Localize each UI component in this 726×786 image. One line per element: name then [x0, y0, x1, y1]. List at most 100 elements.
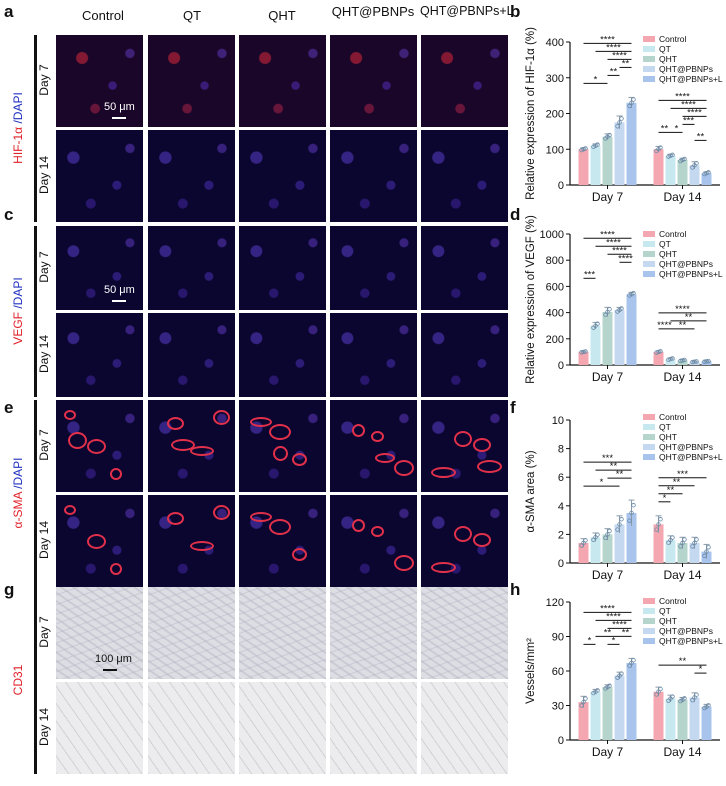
vessel-ring: [431, 562, 456, 573]
micrograph-asma-day14-col0: [56, 495, 143, 587]
legend-swatch-h: [643, 608, 655, 614]
panel-label-d: d: [510, 205, 521, 224]
bar-h-0-0: [578, 702, 589, 740]
legend-label-d: QHT@PBNPs+L: [659, 269, 723, 279]
vessel-ring: [371, 431, 384, 442]
micrograph-asma-day7-col1: [148, 400, 235, 492]
y-tick-label-b: 300: [546, 73, 564, 85]
bar-d-1-1: [665, 359, 676, 365]
bar-b-3-1: [689, 165, 700, 185]
significance-label-b: *: [675, 123, 679, 134]
significance-label-b: **: [622, 58, 630, 69]
y-tick-label-f: 8: [558, 444, 564, 456]
data-point-b: [631, 97, 636, 102]
y-axis-label-h: Vessels/mm²: [525, 638, 537, 704]
micrograph-vegf-day14-col1: [148, 313, 235, 397]
bar-f-0-0: [578, 542, 589, 563]
significance-label-b: *: [594, 74, 598, 85]
data-point-d: [694, 359, 699, 364]
data-point-f: [656, 522, 661, 527]
legend-swatch-f: [643, 444, 655, 450]
y-tick-label-h: 120: [546, 597, 564, 609]
data-point-d: [656, 349, 661, 355]
legend-label-d: QHT@PBNPs: [659, 259, 713, 269]
micrograph-cd31-day14-col0: [56, 682, 143, 774]
data-point-b: [617, 120, 622, 125]
vessel-ring: [171, 439, 195, 451]
micrograph-asma-day7-col3: [330, 400, 417, 492]
vessel-ring: [477, 460, 502, 473]
micrograph-hif1a-day7-col4: [421, 35, 508, 127]
significance-label-d: ****: [618, 253, 633, 264]
data-point-b: [668, 153, 673, 158]
significance-label-f: *: [663, 493, 667, 504]
micrograph-asma-day14-col2: [239, 495, 326, 587]
data-point-h: [619, 671, 624, 676]
data-point-h: [706, 703, 711, 708]
vessel-ring: [431, 467, 456, 478]
significance-label-d: **: [685, 312, 693, 323]
significance-label-d: ****: [657, 320, 672, 331]
vessel-ring: [375, 453, 395, 463]
significance-label-d: ****: [600, 229, 615, 240]
bar-h-2-1: [677, 699, 688, 740]
significance-label-h: **: [622, 627, 630, 638]
significance-label-b: ****: [675, 91, 690, 102]
column-header-control: Control: [82, 8, 124, 23]
bar-b-4-0: [626, 102, 637, 185]
y-axis-label-d: Relative expression of VEGF (%): [525, 215, 537, 384]
vessel-ring: [68, 432, 87, 449]
data-point-b: [702, 171, 707, 177]
vessel-ring: [213, 410, 230, 425]
significance-label-b: ****: [612, 50, 627, 61]
data-point-b: [619, 116, 624, 121]
vessel-ring: [87, 439, 106, 454]
y-tick-label-h: 30: [552, 701, 564, 713]
data-point-b: [670, 152, 675, 158]
scale-bar-hif1a: [112, 117, 126, 119]
significance-label-b: **: [661, 123, 669, 134]
vessel-ring: [473, 533, 491, 547]
significance-label-b: ****: [681, 99, 696, 110]
micrograph-cd31-day14-col4: [421, 682, 508, 774]
vessel-ring: [167, 417, 184, 430]
data-point-f: [603, 535, 608, 541]
significance-label-d: **: [679, 320, 687, 331]
x-tick-label-h: Day 7: [592, 745, 624, 759]
data-point-d: [583, 349, 588, 354]
column-header-qht-pbnps-l: QHT@PBNPs+L: [420, 4, 514, 18]
data-point-d: [619, 306, 624, 311]
bar-d-0-1: [653, 351, 664, 365]
data-point-f: [690, 544, 695, 549]
micrograph-vegf-day14-col3: [330, 313, 417, 397]
data-point-d: [595, 321, 600, 326]
legend-label-d: Control: [659, 229, 687, 239]
vessel-ring: [473, 438, 491, 452]
data-point-d: [682, 357, 687, 363]
data-point-b: [607, 132, 612, 138]
data-point-h: [629, 660, 634, 666]
data-point-d: [605, 309, 610, 315]
micrograph-hif1a-day14-col2: [239, 130, 326, 222]
significance-label-h: ****: [600, 603, 615, 614]
legend-label-h: QHT@PBNPs: [659, 626, 713, 636]
data-point-h: [690, 698, 695, 703]
y-tick-label-f: 2: [558, 529, 564, 541]
micrograph-vegf-day7-col1: [148, 226, 235, 310]
y-tick-label-f: 6: [558, 472, 564, 484]
legend-swatch-b: [643, 76, 655, 82]
micrograph-hif1a-day7-col1: [148, 35, 235, 127]
data-point-b: [615, 124, 620, 129]
data-point-f: [617, 522, 622, 527]
significance-label-h: **: [604, 627, 612, 638]
y-tick-label-b: 100: [546, 144, 564, 156]
data-point-b: [627, 103, 632, 109]
legend-label-h: QHT: [659, 616, 677, 626]
significance-label-h: **: [679, 656, 687, 667]
micrograph-cd31-day14-col2: [239, 682, 326, 774]
x-tick-label-f: Day 7: [592, 568, 624, 582]
data-point-d: [579, 350, 584, 355]
data-point-f: [692, 540, 697, 546]
significance-label-h: *: [588, 635, 592, 646]
micrograph-vegf-day14-col2: [239, 313, 326, 397]
